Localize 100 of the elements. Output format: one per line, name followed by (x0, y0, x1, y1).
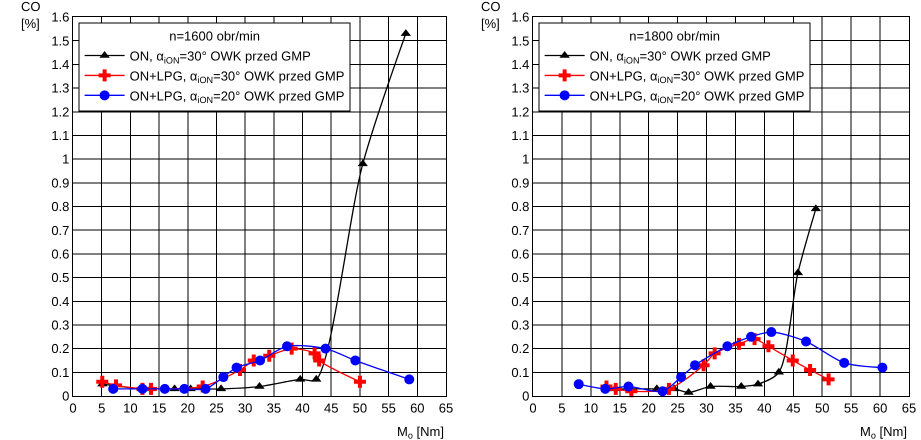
x-tick-label: 15 (152, 400, 166, 416)
x-tick-label: 65 (902, 400, 916, 416)
x-tick-label: 60 (872, 400, 888, 416)
legend-label: ON, α$_{iON}$=30° OWK przed GMP (590, 48, 771, 66)
x-tick-label: 30 (699, 400, 714, 416)
point (658, 386, 668, 396)
y-tick-label: 0.8 (511, 199, 530, 214)
y-tick-label: 0.6 (51, 246, 70, 262)
legend-title: n=1600 obr/min (169, 28, 260, 44)
point (350, 355, 360, 366)
point (295, 374, 306, 382)
x-axis-title: M$_{o}$ [Nm] (397, 424, 444, 440)
x-tick-label: 45 (324, 400, 338, 416)
x-tick-label: 40 (757, 400, 772, 416)
y-tick-label: 0.3 (51, 317, 70, 332)
point (839, 358, 850, 368)
legend-label: ON+LPG, α$_{iON}$=30° OWK przed GMP (590, 68, 804, 86)
legend-label: ON+LPG, α$_{iON}$=30° OWK przed GMP (130, 68, 344, 86)
point (877, 362, 888, 373)
point (676, 372, 686, 382)
y-tick-label: 1.6 (51, 10, 70, 25)
x-tick-label: 5 (98, 400, 106, 416)
x-tick-label: 30 (238, 400, 252, 416)
y-tick-label: 1 (522, 152, 530, 167)
x-tick-label: 25 (670, 400, 685, 416)
y-tick-label: 0.4 (51, 294, 70, 309)
x-tick-label: 55 (381, 400, 396, 416)
legend-label: ON+LPG, α$_{iON}$=20° OWK przed GMP (590, 88, 804, 106)
y-tick-label: 0.4 (511, 294, 530, 309)
point (313, 354, 326, 366)
x-tick-label: 20 (641, 400, 656, 416)
y-tick-label: 0 (522, 388, 530, 404)
point (200, 384, 211, 394)
point (690, 360, 700, 370)
point (822, 373, 835, 386)
y-axis-title: CO [%] (481, 0, 500, 31)
y-tick-label: 0.9 (511, 175, 530, 190)
x-tick-label: 15 (612, 400, 628, 416)
y-tick-label: 0 (62, 388, 70, 404)
point (404, 374, 414, 384)
y-tick-label: 1.5 (511, 33, 530, 48)
x-tick-label: 10 (123, 400, 138, 416)
x-tick-label: 10 (584, 400, 598, 416)
y-tick-label: 0.1 (511, 364, 530, 380)
y-tick-label: 1.2 (51, 104, 70, 120)
point (232, 362, 242, 373)
y-tick-label: 1.3 (51, 80, 70, 96)
y-axis-title: CO [%] (21, 0, 40, 31)
point (574, 379, 584, 390)
legend-title: n=1800 obr/min (629, 28, 720, 44)
x-tick-label: 55 (844, 400, 858, 416)
x-tick-label: 35 (728, 400, 743, 416)
point (96, 376, 108, 388)
x-tick-label: 50 (352, 400, 368, 416)
point (282, 341, 292, 352)
y-tick-label: 0.3 (511, 317, 530, 332)
y-tick-label: 0.7 (51, 222, 70, 238)
x-tick-label: 45 (786, 400, 801, 416)
y-tick-label: 1.3 (511, 80, 530, 96)
point (762, 340, 774, 352)
y-tick-label: 1.4 (511, 56, 530, 72)
legend-label: ON+LPG, α$_{iON}$=20° OWK przed GMP (130, 88, 344, 106)
y-tick-label: 1.5 (51, 33, 70, 48)
y-tick-label: 0.2 (51, 341, 70, 356)
y-tick-label: 0.8 (51, 199, 70, 214)
point (179, 384, 190, 394)
y-tick-label: 1.1 (511, 128, 530, 143)
point (320, 344, 330, 354)
y-tick-label: 1.6 (511, 10, 530, 25)
y-tick-label: 0.9 (51, 175, 70, 190)
point (354, 376, 366, 388)
point (801, 336, 812, 347)
y-tick-label: 1 (62, 152, 70, 167)
x-tick-label: 35 (266, 400, 282, 416)
y-tick-label: 0.2 (511, 341, 530, 356)
point (308, 347, 321, 360)
point (766, 327, 776, 338)
point (804, 364, 816, 376)
point (623, 382, 634, 392)
point (746, 332, 756, 342)
y-tick-label: 0.5 (51, 270, 70, 286)
x-axis-title: M$_{o}$ [Nm] (860, 424, 907, 440)
x-tick-label: 60 (410, 400, 425, 416)
legend-label: ON, α$_{iON}$=30° OWK przed GMP (130, 48, 311, 66)
x-tick-label: 5 (558, 400, 566, 416)
point (160, 384, 170, 394)
y-tick-label: 0.5 (511, 270, 530, 286)
y-tick-label: 1.1 (51, 128, 70, 143)
y-tick-label: 0.7 (511, 222, 530, 238)
point (600, 384, 610, 394)
x-tick-label: 65 (438, 400, 454, 416)
y-tick-label: 0.6 (511, 246, 530, 262)
point (255, 355, 266, 366)
y-tick-label: 1.2 (511, 104, 530, 120)
point (786, 354, 799, 366)
point (218, 372, 228, 382)
y-tick-label: 1.4 (51, 56, 70, 72)
point (108, 384, 118, 394)
y-tick-label: 0.1 (51, 364, 70, 380)
x-tick-label: 50 (814, 400, 830, 416)
